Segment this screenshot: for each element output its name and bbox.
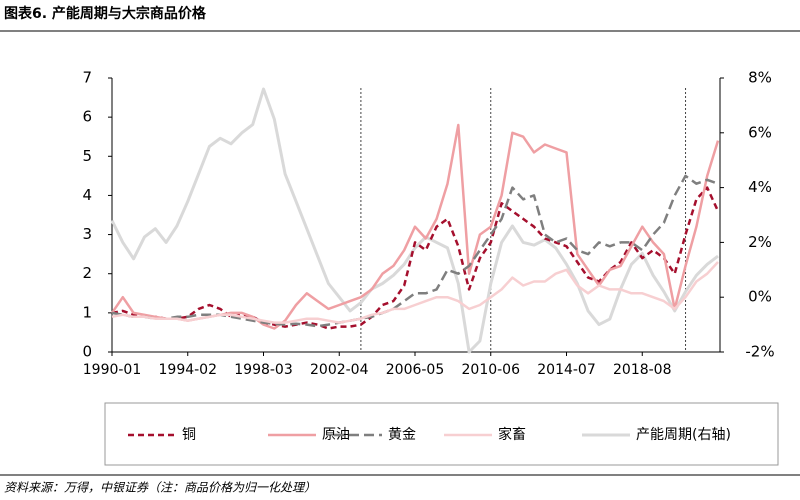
y-tick-label: 1 xyxy=(82,303,92,321)
series-line xyxy=(111,186,720,330)
y-tick-label: 3 xyxy=(82,225,92,243)
x-tick-label: 1994-02 xyxy=(159,362,218,378)
x-tick-label: 2002-04 xyxy=(310,362,369,378)
y2-tick-label: 6% xyxy=(748,123,772,141)
source-note: 资料来源：万得，中银证券（注：商品价格为归一化处理） xyxy=(4,481,316,495)
x-tick-label: 1998-03 xyxy=(234,362,293,378)
x-tick-label: 2018-08 xyxy=(613,362,672,378)
y2-tick-label: 2% xyxy=(748,233,772,251)
series-line xyxy=(110,123,720,330)
x-tick-label: 1990-01 xyxy=(83,362,142,378)
y-tick-label: 0 xyxy=(82,343,92,361)
y2-tick-label: -2% xyxy=(745,343,774,361)
x-tick-label: 2014-07 xyxy=(537,362,596,378)
legend-label: 黄金 xyxy=(388,426,416,443)
x-tick-label: 2010-06 xyxy=(462,362,521,378)
y-tick-label: 4 xyxy=(82,186,92,204)
y-tick-label: 6 xyxy=(82,108,92,126)
series-line xyxy=(110,87,719,354)
y-tick-label: 7 xyxy=(82,69,92,87)
legend-box xyxy=(104,402,779,466)
series-line xyxy=(111,261,719,324)
chart-title: 图表6. 产能周期与大宗商品价格 xyxy=(4,5,207,22)
x-tick-label: 2006-05 xyxy=(386,362,445,378)
legend-label: 铜 xyxy=(182,427,196,443)
y2-tick-label: 0% xyxy=(748,288,772,306)
legend-label: 产能周期(右轴) xyxy=(636,427,731,443)
legend-label: 家畜 xyxy=(498,426,526,443)
y2-tick-label: 4% xyxy=(748,178,772,196)
y-tick-label: 5 xyxy=(82,147,92,165)
y-tick-label: 2 xyxy=(82,264,92,282)
y2-tick-label: 8% xyxy=(748,69,772,87)
